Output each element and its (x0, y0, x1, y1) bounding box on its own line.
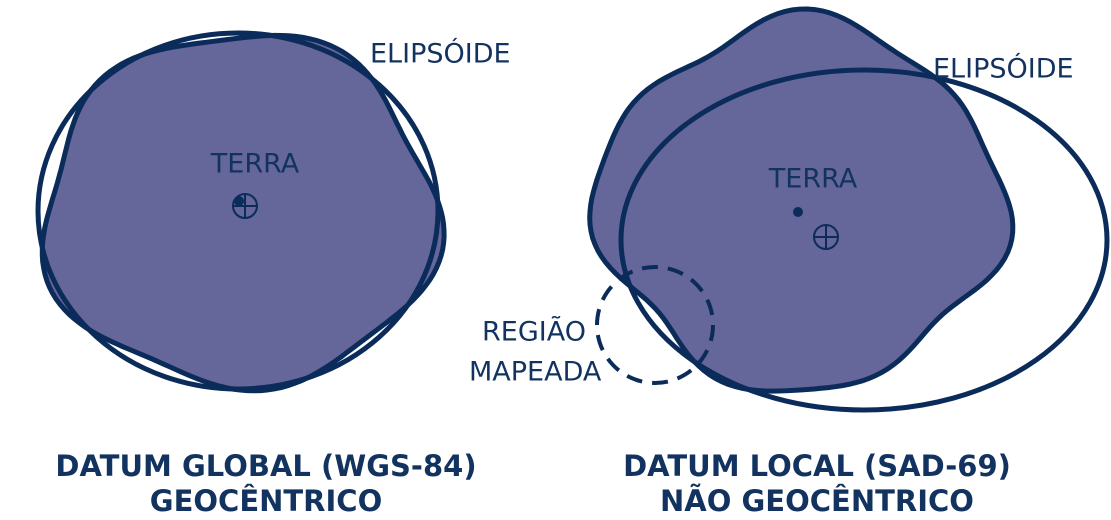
center-symbol (233, 194, 257, 218)
caption: DATUM LOCAL (SAD-69) (623, 449, 1011, 483)
region-label: MAPEADA (469, 357, 602, 388)
caption: NÃO GEOCÊNTRICO (660, 484, 974, 518)
earth-label: TERRA (210, 149, 300, 180)
diagram: ELIPSÓIDE TERRA DATUM GLOBAL (WGS-84) GE… (0, 0, 1111, 520)
earth-center (793, 207, 803, 217)
ellipsoid-label: ELIPSÓIDE (933, 53, 1074, 85)
region-label: REGIÃO (482, 316, 586, 348)
ellipsoid-center (814, 225, 838, 249)
ellipsoid-label: ELIPSÓIDE (370, 38, 511, 70)
caption: DATUM GLOBAL (WGS-84) (55, 449, 476, 483)
caption: GEOCÊNTRICO (150, 484, 382, 518)
earth-label: TERRA (768, 164, 858, 195)
